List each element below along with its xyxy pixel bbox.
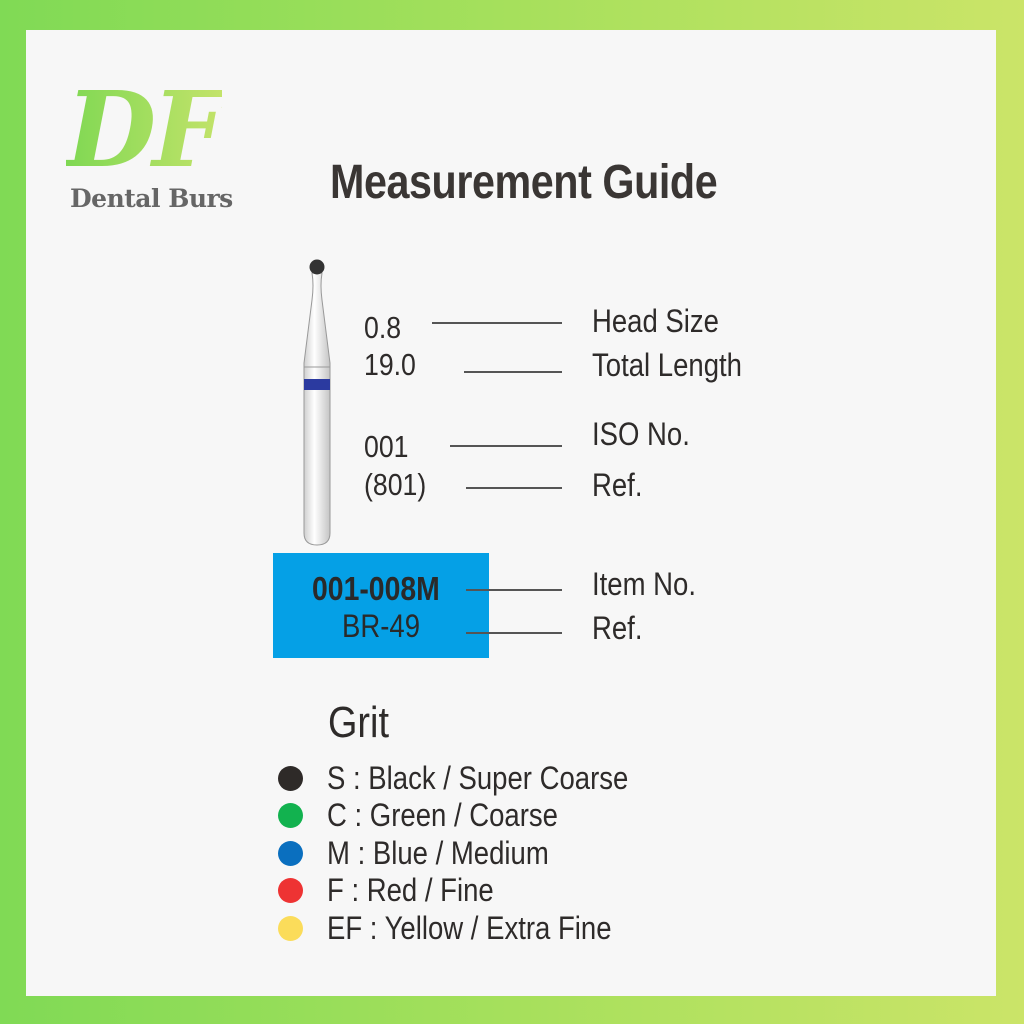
- ref-value: (801): [364, 467, 427, 502]
- leader-line: [466, 589, 562, 591]
- head-size-value: 0.8: [364, 310, 402, 345]
- iso-label: ISO No.: [592, 416, 690, 452]
- total-length-value: 19.0: [364, 347, 416, 382]
- grit-color-dot-icon: [278, 840, 303, 866]
- leader-line: [450, 445, 562, 447]
- bur-color-band: [304, 379, 330, 390]
- grit-item-text: C : Green / Coarse: [327, 797, 558, 833]
- grit-item: S : Black / Super Coarse: [278, 760, 677, 796]
- grit-color-dot-icon: [278, 765, 303, 791]
- leader-line: [464, 371, 562, 373]
- bur-neck: [303, 272, 331, 368]
- grit-item-text: F : Red / Fine: [327, 872, 494, 908]
- leader-line: [466, 632, 562, 634]
- grit-color-dot-icon: [278, 803, 303, 828]
- grit-item-text: S : Black / Super Coarse: [327, 759, 629, 796]
- total-length-label: Total Length: [592, 347, 742, 383]
- grit-color-dot-icon: [278, 878, 303, 903]
- bur-head: [309, 259, 325, 275]
- grit-color-dot-icon: [278, 915, 303, 941]
- item-number: 001-008M: [312, 570, 440, 607]
- grit-item: EF : Yellow / Extra Fine: [278, 910, 658, 946]
- leader-line: [466, 487, 562, 489]
- item-number-label: Item No.: [592, 566, 696, 602]
- grit-title: Grit: [328, 698, 389, 747]
- item-box: [273, 553, 489, 658]
- logo-subtitle: Dental Burs: [70, 184, 233, 213]
- content-panel: [26, 30, 996, 996]
- grit-item-text: EF : Yellow / Extra Fine: [327, 909, 612, 946]
- iso-value: 001: [364, 429, 409, 464]
- grit-item-text: M : Blue / Medium: [327, 834, 549, 871]
- grit-item: F : Red / Fine: [278, 872, 521, 909]
- ref-label: Ref.: [592, 467, 643, 503]
- leader-line: [432, 322, 562, 324]
- head-size-label: Head Size: [592, 303, 719, 339]
- page-title: Measurement Guide: [330, 156, 718, 209]
- item-ref-label: Ref.: [592, 610, 643, 646]
- grit-item: C : Green / Coarse: [278, 797, 596, 834]
- bur-shank: [303, 366, 331, 546]
- bur-illustration: [303, 259, 331, 546]
- logo-mark: DF: [66, 68, 226, 191]
- item-ref: BR-49: [342, 608, 421, 644]
- grit-item: M : Blue / Medium: [278, 835, 585, 871]
